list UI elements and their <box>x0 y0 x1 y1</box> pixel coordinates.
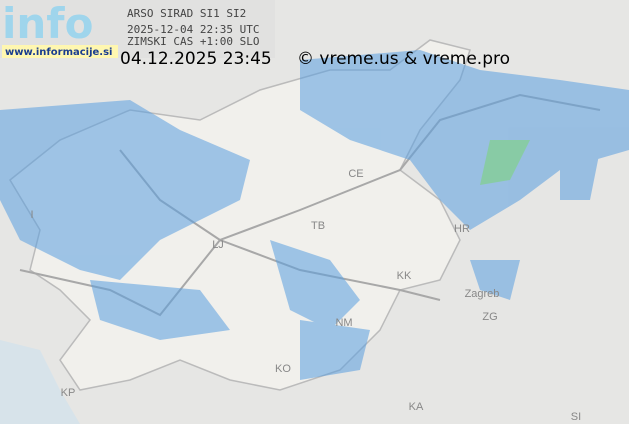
map-labels: CE LJ TB NM KO KK KP HR I Zagreb ZG KA SI <box>30 168 581 423</box>
map-label: KO <box>275 363 291 375</box>
radar-echoes <box>0 50 629 380</box>
logo: info <box>2 0 93 48</box>
sea <box>0 340 80 424</box>
website-box <box>2 45 118 58</box>
local-time: 04.12.2025 23:45 <box>120 49 272 69</box>
map-label: HR <box>454 223 470 235</box>
map-label: SI <box>571 411 581 423</box>
credit: © vreme.us & vreme.pro <box>297 49 510 69</box>
map-label: KK <box>397 270 412 282</box>
map-label: KA <box>409 401 424 413</box>
map-label: NM <box>335 317 352 329</box>
map-label: I <box>30 209 33 221</box>
map-label: CE <box>348 168 363 180</box>
map-label: Zagreb <box>465 288 500 300</box>
map-label: TB <box>311 220 325 232</box>
map-label: ZG <box>482 311 497 323</box>
radar-source: ARSO SIRAD SI1 SI2 <box>127 7 246 20</box>
timestamp-utc: 2025-12-04 22:35 UTC <box>127 23 259 36</box>
website: www.informacije.si <box>5 47 113 58</box>
time-zone: ZIMSKI CAS +1:00 SLO <box>127 35 259 48</box>
radar-echoes-strong <box>480 140 530 185</box>
map-label: KP <box>61 387 76 399</box>
map-label: LJ <box>212 239 224 251</box>
